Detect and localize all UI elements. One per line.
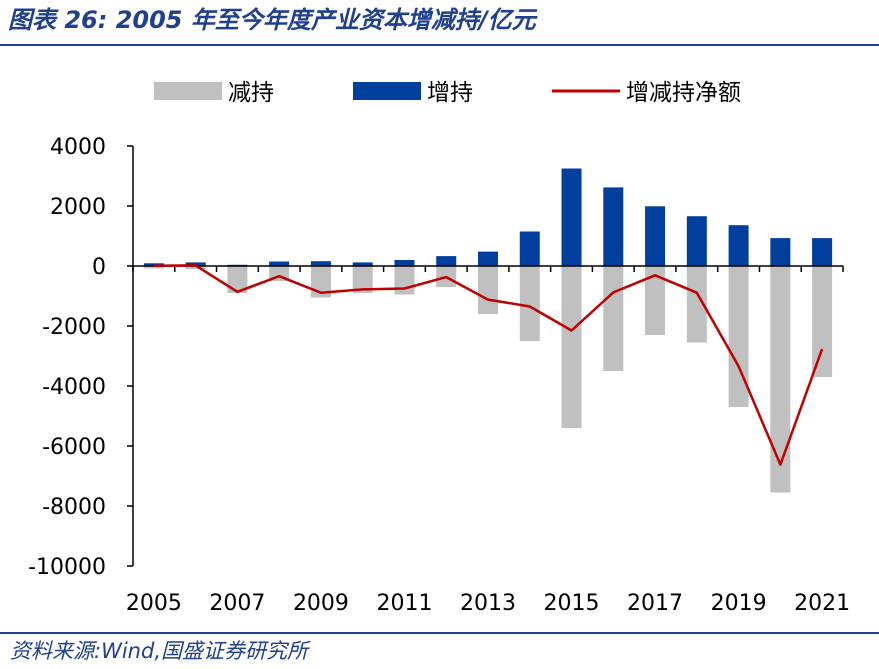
bar-decrease-2018	[686, 266, 707, 343]
bar-increase-2013	[478, 251, 498, 266]
bar-increase-2011	[394, 260, 415, 266]
bar-increase-2008	[269, 261, 290, 266]
x-tick-label: 2019	[711, 591, 767, 616]
bar-increase-2016	[603, 187, 624, 266]
bar-decrease-2006	[185, 266, 206, 269]
x-tick-label: 2009	[293, 591, 349, 616]
footer-divider	[0, 632, 879, 634]
bar-increase-2009	[310, 261, 331, 266]
y-tick-label: -10000	[28, 555, 106, 580]
decrease-bars	[143, 266, 833, 493]
axes: 4000 2000 0 -2000 -4000 -6000 -8000 -10000 2005 2…	[28, 135, 850, 616]
bar-increase-2021	[812, 238, 833, 266]
y-tick-label: 4000	[50, 135, 106, 160]
bar-decrease-2015	[561, 266, 582, 428]
bar-increase-2018	[686, 216, 707, 266]
bar-decrease-2005	[143, 266, 164, 269]
legend-label-decrease: 减持	[228, 80, 274, 106]
bar-decrease-2013	[478, 266, 498, 314]
legend-swatch-decrease	[154, 82, 222, 100]
bar-decrease-2016	[603, 266, 624, 371]
legend-label-net: 增减持净额	[626, 80, 741, 106]
y-tick-label: 2000	[50, 195, 106, 220]
bar-decrease-2007	[227, 266, 248, 293]
legend-label-increase: 增持	[427, 80, 473, 106]
x-tick-label: 2015	[544, 591, 600, 616]
bar-increase-2019	[728, 225, 749, 266]
bar-decrease-2017	[645, 266, 666, 335]
chart-title: 图表 26: 2005 年至今年度产业资本增减持/亿元	[8, 6, 536, 34]
y-tick-label: -4000	[42, 375, 106, 400]
bar-decrease-2019	[728, 266, 749, 407]
x-tick-label: 2021	[794, 591, 850, 616]
bar-increase-2005	[143, 263, 164, 266]
bar-increase-2020	[770, 238, 791, 266]
x-tick-label: 2011	[376, 591, 432, 616]
legend: 减持 增持 增减持净额	[154, 80, 741, 106]
net-line	[153, 264, 824, 466]
y-tick-label: 0	[92, 255, 106, 280]
title-divider	[0, 44, 879, 46]
y-tick-label: -2000	[42, 315, 106, 340]
bar-increase-2010	[352, 262, 373, 266]
y-tick-label: -6000	[42, 435, 106, 460]
bar-decrease-2011	[394, 266, 415, 295]
bar-decrease-2020	[770, 266, 791, 493]
y-tick-label: -8000	[42, 495, 106, 520]
x-tick-label: 2013	[460, 591, 516, 616]
bar-decrease-2021	[812, 266, 833, 377]
bar-decrease-2010	[352, 266, 373, 293]
bar-decrease-2014	[519, 266, 540, 341]
source-note: 资料来源:Wind,国盛证券研究所	[10, 639, 308, 663]
bar-increase-2012	[436, 256, 457, 266]
bar-increase-2015	[561, 168, 582, 266]
increase-bars	[143, 168, 833, 266]
x-tick-label: 2005	[126, 591, 182, 616]
x-tick-label: 2017	[627, 591, 683, 616]
bar-increase-2014	[519, 231, 540, 266]
legend-swatch-increase	[353, 82, 421, 100]
x-tick-label: 2007	[209, 591, 265, 616]
chart-area: 减持 增持 增减持净额 4000 2000 0 -2000 -4000 -6000 -8000 -…	[28, 80, 850, 616]
bar-increase-2017	[645, 206, 666, 266]
